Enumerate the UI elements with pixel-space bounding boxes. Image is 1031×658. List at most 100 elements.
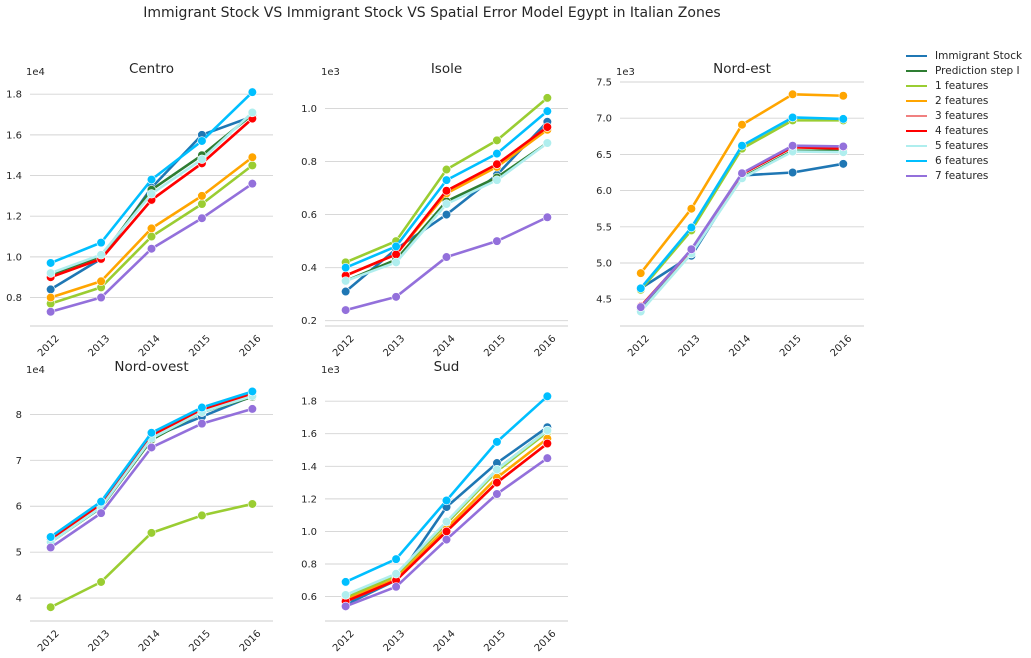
- data-point: [636, 268, 646, 278]
- data-point: [46, 602, 56, 612]
- subplot-nord-ovest: 4 5 6 7 8 2012 2013 2014 2015 2016 1e4 Nord-ovest: [16, 359, 273, 654]
- data-point: [96, 276, 106, 286]
- series-4-features: [46, 389, 257, 544]
- data-point: [492, 464, 502, 475]
- axis-offset-label: 1e3: [616, 67, 635, 78]
- data-point: [247, 179, 257, 189]
- data-point: [788, 141, 798, 151]
- legend-swatch: [906, 84, 927, 87]
- legend-swatch: [906, 54, 927, 57]
- data-point: [441, 175, 452, 185]
- data-point: [492, 149, 502, 159]
- x-tick-label: 2013: [381, 628, 407, 654]
- x-tick-label: 2015: [187, 628, 213, 654]
- x-tick-label: 2014: [137, 628, 163, 654]
- y-tick-label: 0.8: [6, 293, 22, 304]
- y-tick-label: 0.8: [301, 560, 317, 571]
- legend-label: 7 features: [935, 169, 989, 182]
- data-point: [441, 495, 452, 506]
- legend-swatch: [906, 159, 927, 162]
- legend-label: Prediction step I: [935, 64, 1020, 77]
- y-tick-label: 1.6: [6, 130, 22, 141]
- x-tick-label: 2012: [626, 333, 652, 359]
- legend-item: 3 features: [906, 108, 1022, 123]
- data-point: [686, 204, 696, 214]
- data-point: [247, 107, 257, 118]
- data-point: [838, 91, 848, 101]
- series-5-features: [341, 425, 552, 600]
- data-point: [96, 292, 106, 303]
- data-point: [96, 577, 106, 587]
- legend-label: 1 features: [935, 79, 989, 92]
- series-4-features: [341, 438, 552, 607]
- y-tick-label: 0.4: [301, 263, 317, 274]
- data-point: [542, 122, 552, 132]
- data-point: [441, 534, 452, 545]
- data-point: [788, 112, 798, 123]
- series-6-features: [636, 112, 848, 293]
- data-point: [391, 582, 401, 592]
- data-point: [146, 442, 157, 453]
- legend-item: 6 features: [906, 153, 1022, 168]
- x-tick-label: 2014: [432, 333, 458, 359]
- axis-offset-label: 1e4: [26, 67, 45, 78]
- legend: Immigrant Stock Prediction step I 1 featur…: [906, 48, 1022, 183]
- legend-swatch: [906, 174, 927, 177]
- y-tick-label: 1.4: [301, 462, 317, 473]
- data-point: [46, 284, 56, 295]
- y-tick-label: 6.5: [596, 150, 612, 161]
- y-tick-label: 8: [16, 410, 22, 421]
- data-point: [542, 391, 552, 401]
- x-tick-label: 2014: [432, 628, 458, 654]
- x-tick-label: 2016: [238, 333, 264, 359]
- data-point: [391, 569, 401, 579]
- series-5-features: [46, 391, 257, 547]
- data-point: [46, 258, 56, 268]
- data-point: [146, 231, 157, 242]
- data-point: [788, 89, 798, 99]
- x-tick-label: 2012: [36, 628, 62, 654]
- x-tick-label: 2014: [137, 333, 163, 359]
- data-point: [146, 528, 157, 538]
- series-7-features: [341, 212, 552, 315]
- series-7-features: [341, 453, 552, 611]
- x-tick-label: 2013: [86, 333, 112, 359]
- data-point: [197, 402, 207, 413]
- data-point: [441, 199, 452, 209]
- series-line: [49, 390, 253, 539]
- subplot-title: Sud: [434, 359, 460, 375]
- data-point: [96, 250, 106, 260]
- data-point: [146, 223, 157, 233]
- x-tick-label: 2013: [86, 628, 112, 654]
- series-6-features: [46, 386, 257, 542]
- data-point: [737, 120, 747, 130]
- data-point: [341, 276, 351, 286]
- legend-swatch: [906, 69, 927, 72]
- data-point: [247, 404, 257, 414]
- data-point: [838, 141, 848, 152]
- series-1-features: [341, 427, 552, 603]
- series-6-features: [341, 106, 552, 273]
- data-point: [542, 138, 552, 148]
- subplot-centro: 0.8 1.0 1.2 1.4 1.6 1.8 2012 2013 2014 2015 2016 1e…: [6, 61, 273, 359]
- legend-item: 2 features: [906, 93, 1022, 108]
- data-point: [247, 499, 257, 509]
- data-point: [46, 307, 56, 317]
- data-point: [247, 87, 257, 97]
- subplot-title: Nord-est: [713, 61, 771, 77]
- data-point: [542, 438, 552, 449]
- data-point: [686, 222, 696, 233]
- legend-swatch: [906, 99, 927, 102]
- x-tick-label: 2013: [677, 333, 703, 359]
- series-5-features: [46, 107, 257, 278]
- legend-item: Prediction step I: [906, 63, 1022, 78]
- y-tick-label: 0.2: [301, 316, 317, 327]
- legend-item: 7 features: [906, 168, 1022, 183]
- legend-label: Immigrant Stock: [935, 49, 1023, 62]
- y-tick-label: 1.2: [6, 212, 22, 223]
- series-7-features: [636, 141, 848, 312]
- y-tick-label: 1.6: [301, 429, 317, 440]
- y-tick-label: 1.2: [301, 494, 317, 505]
